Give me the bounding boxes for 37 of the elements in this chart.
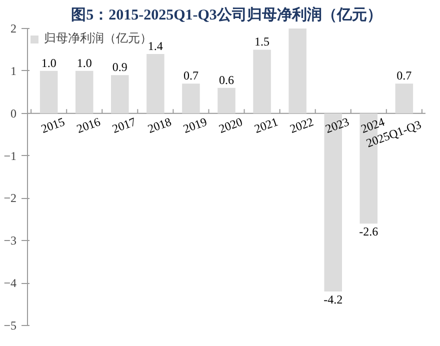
data-label: 1.0 — [41, 56, 56, 70]
bar — [182, 84, 200, 114]
data-label: 0.6 — [219, 72, 234, 87]
x-tick-label: 2015 — [39, 114, 67, 136]
data-label: -4.2 — [324, 292, 343, 307]
data-label: 0.7 — [183, 68, 198, 83]
x-tick-label: 2023 — [324, 114, 351, 136]
y-tick-label: −2 — [4, 191, 17, 206]
y-tick-label: −3 — [4, 234, 17, 248]
data-label: -2.6 — [359, 224, 378, 239]
data-label: 0.9 — [112, 60, 128, 74]
data-label: 1.5 — [254, 34, 270, 49]
bar — [218, 88, 236, 114]
chart-title: 图5：2015-2025Q1-Q3公司归母净利润（亿元） — [71, 6, 382, 24]
y-tick-label: −4 — [4, 276, 17, 290]
bar — [253, 50, 271, 114]
bar — [40, 70, 58, 114]
data-label: 1.0 — [76, 56, 92, 70]
y-tick-label: −5 — [4, 318, 17, 332]
data-label: 1.4 — [148, 38, 163, 53]
data-label: 0.7 — [396, 68, 412, 83]
y-tick-label: 0 — [10, 106, 16, 120]
x-tick-label: 2022 — [288, 114, 316, 136]
x-tick-label: 2021 — [252, 114, 280, 136]
bar — [75, 70, 94, 114]
x-tick-label: 2020 — [216, 114, 244, 136]
y-tick-label: −1 — [4, 148, 17, 163]
y-tick-label: 2 — [10, 22, 16, 36]
y-tick-label: 1 — [10, 64, 16, 78]
bar — [288, 28, 306, 114]
bar — [395, 84, 414, 114]
x-tick-label: 2016 — [74, 114, 102, 136]
x-tick-label: 2018 — [146, 114, 174, 136]
bar — [146, 54, 164, 114]
x-tick-label: 2017 — [110, 114, 138, 136]
bar — [111, 75, 129, 114]
x-tick-label: 2019 — [181, 114, 209, 136]
